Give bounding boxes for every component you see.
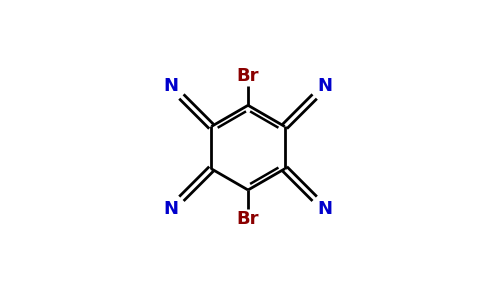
Text: Br: Br bbox=[237, 67, 259, 85]
Text: N: N bbox=[164, 77, 179, 95]
Text: N: N bbox=[164, 200, 179, 218]
Text: N: N bbox=[318, 77, 333, 95]
Text: Br: Br bbox=[237, 210, 259, 228]
Text: N: N bbox=[318, 200, 333, 218]
